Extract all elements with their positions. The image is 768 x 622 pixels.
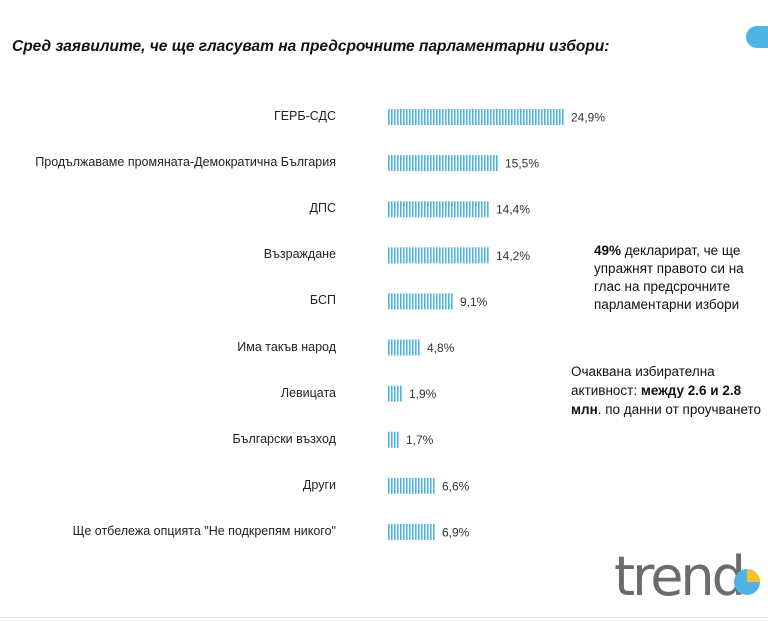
- value-label: 6,6%: [442, 479, 470, 493]
- category-label: БСП: [309, 293, 336, 308]
- category-label: Български възход: [232, 431, 336, 446]
- bar: [388, 293, 453, 310]
- category-label: Възраждане: [263, 247, 336, 262]
- value-label: 14,4%: [496, 203, 530, 217]
- bar: [388, 201, 489, 218]
- bar: [388, 523, 435, 540]
- turnout-share-value: 49%: [594, 243, 622, 258]
- value-label: 24,9%: [571, 111, 605, 125]
- category-label: Ще отбележа опцията "Не подкрепям никого…: [72, 523, 336, 538]
- category-label: Други: [302, 477, 336, 492]
- expected-turnout-suffix: . по данни от проучването: [597, 402, 762, 417]
- category-label: ДПС: [309, 201, 336, 216]
- bar: [388, 477, 435, 494]
- chart-title: Сред заявилите, че ще гласуват на предср…: [12, 38, 610, 55]
- turnout-share-text: декларират, че ще упражнят правото си на…: [594, 243, 744, 312]
- expected-turnout-prefix: Очаквана избирателна активност:: [571, 364, 715, 398]
- logo-quarter-icon: [747, 569, 760, 582]
- expected-turnout-note: Очаквана избирателна активност: между 2.…: [571, 362, 766, 419]
- value-label: 14,2%: [496, 249, 530, 263]
- value-label: 15,5%: [505, 157, 539, 171]
- bar: [388, 385, 402, 402]
- value-label: 1,7%: [406, 433, 434, 447]
- bar: [388, 431, 399, 448]
- category-label: Продължаваме промяната-Демократична Бълг…: [35, 155, 336, 170]
- trend-logo-mark: trend: [614, 545, 760, 608]
- category-label: Левицата: [280, 385, 336, 400]
- value-label: 4,8%: [427, 341, 455, 355]
- trend-logo-text: trend: [614, 545, 743, 605]
- value-label: 1,9%: [409, 387, 437, 401]
- bar: [388, 339, 420, 356]
- accent-pill: [746, 26, 768, 48]
- bar: [388, 247, 489, 264]
- trend-logo: trend: [614, 545, 766, 608]
- category-label: ГЕРБ-СДС: [273, 109, 336, 123]
- expected-turnout-range: между 2.6 и 2.8 млн: [571, 383, 742, 417]
- bar: [388, 109, 564, 125]
- value-label: 9,1%: [460, 295, 488, 309]
- bar: [388, 155, 498, 172]
- bottom-divider: [0, 617, 768, 618]
- category-label: Има такъв народ: [237, 339, 336, 354]
- value-label: 6,9%: [442, 525, 470, 539]
- turnout-share-note: 49% декларират, че ще упражнят правото с…: [594, 242, 764, 314]
